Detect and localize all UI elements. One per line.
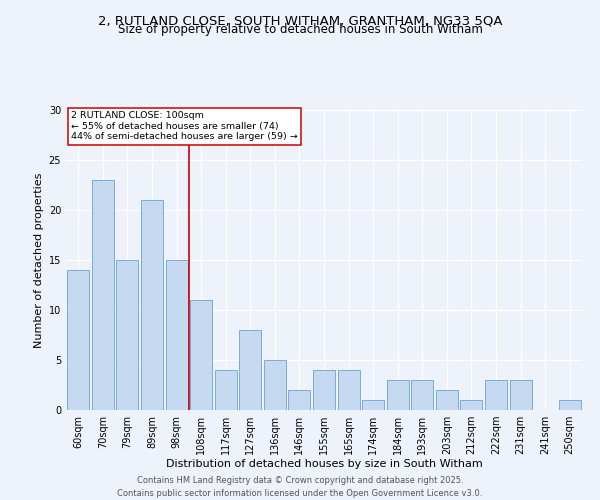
Bar (436, 390, 458, 410)
X-axis label: Distribution of detached houses by size in South Witham: Distribution of detached houses by size … (166, 458, 482, 468)
Bar (141, 200, 163, 410)
Bar (264, 360, 286, 410)
Bar (239, 330, 262, 410)
Bar (116, 260, 139, 410)
Bar (338, 370, 359, 410)
Text: Size of property relative to detached houses in South Witham: Size of property relative to detached ho… (118, 22, 482, 36)
Text: Contains HM Land Registry data © Crown copyright and database right 2025.
Contai: Contains HM Land Registry data © Crown c… (118, 476, 482, 498)
Text: 2 RUTLAND CLOSE: 100sqm
← 55% of detached houses are smaller (74)
44% of semi-de: 2 RUTLAND CLOSE: 100sqm ← 55% of detache… (71, 112, 298, 142)
Bar (460, 400, 482, 410)
Bar (362, 400, 384, 410)
Bar (92, 180, 114, 410)
Bar (485, 380, 507, 410)
Bar (386, 380, 409, 410)
Bar (411, 380, 433, 410)
Bar (289, 390, 310, 410)
Bar (509, 380, 532, 410)
Bar (190, 300, 212, 410)
Bar (215, 370, 237, 410)
Bar (313, 370, 335, 410)
Bar (67, 270, 89, 410)
Bar (166, 260, 188, 410)
Y-axis label: Number of detached properties: Number of detached properties (34, 172, 44, 348)
Text: 2, RUTLAND CLOSE, SOUTH WITHAM, GRANTHAM, NG33 5QA: 2, RUTLAND CLOSE, SOUTH WITHAM, GRANTHAM… (98, 15, 502, 28)
Bar (559, 400, 581, 410)
